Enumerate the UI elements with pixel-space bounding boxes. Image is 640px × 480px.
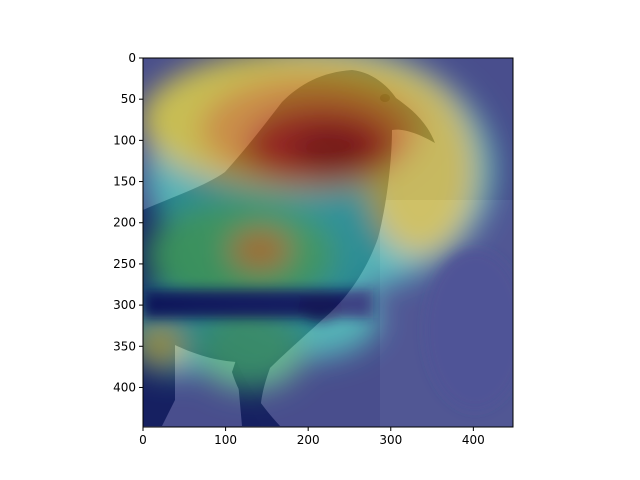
y-tick-label: 350	[113, 339, 136, 353]
heat-green-lower	[195, 310, 305, 390]
y-tick-label: 0	[128, 51, 136, 65]
x-tick-label: 400	[462, 433, 485, 447]
y-tick-label: 400	[113, 380, 136, 394]
axes-frame	[142, 57, 514, 428]
y-axis: 0 50 100 150 200 250 300 350 400	[113, 51, 143, 394]
heat-blue-right	[425, 250, 513, 410]
y-tick-label: 250	[113, 257, 136, 271]
heatmap-overlay	[143, 58, 513, 427]
x-tick-label: 200	[297, 433, 320, 447]
y-tick-label: 100	[113, 133, 136, 147]
y-tick-label: 200	[113, 216, 136, 230]
x-tick-label: 0	[139, 433, 147, 447]
heat-yellow-left	[143, 325, 182, 365]
heat-red-core	[290, 128, 370, 172]
heat-orange-mid	[230, 230, 290, 270]
x-tick-label: 300	[379, 433, 402, 447]
crow-photo-with-heatmap	[143, 58, 513, 427]
x-tick-label: 100	[214, 433, 237, 447]
x-axis: 0 100 200 300 400	[139, 427, 485, 447]
y-tick-label: 150	[113, 175, 136, 189]
heat-dark-spot	[298, 294, 342, 322]
y-tick-label: 50	[121, 92, 136, 106]
y-tick-label: 300	[113, 298, 136, 312]
